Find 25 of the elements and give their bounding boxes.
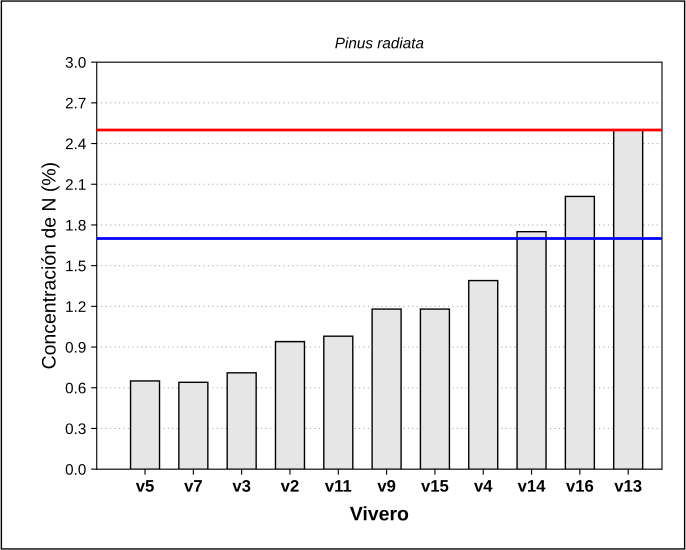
x-tick-label: v13 (614, 480, 642, 492)
y-tick-label: 3.0 (66, 57, 86, 68)
y-tick-label: 0.9 (66, 342, 86, 353)
x-tick-label: v3 (232, 480, 250, 492)
y-tick-label: 2.7 (66, 98, 86, 108)
x-tick-label: v5 (136, 480, 154, 492)
y-tick-label: 0.0 (66, 464, 86, 475)
x-tick-label: v16 (566, 480, 594, 492)
y-tick-label: 1.8 (66, 220, 86, 231)
x-tick-label: v4 (474, 480, 492, 492)
chart-title: Pinus radiata (335, 37, 424, 48)
x-tick-label: v7 (184, 480, 202, 492)
x-axis-title: Vivero (350, 506, 408, 520)
y-tick-label: 2.1 (66, 179, 86, 190)
x-tick-label: v15 (421, 480, 448, 492)
x-tick-label: v11 (324, 480, 352, 492)
x-tick-label: v2 (280, 480, 299, 492)
y-tick-label: 1.5 (66, 260, 86, 272)
x-tick-label: v9 (377, 480, 396, 492)
y-tick-label: 2.4 (66, 138, 86, 150)
y-axis-title: Concentración de N (%) (41, 163, 60, 368)
y-tick-label: 1.2 (66, 301, 86, 312)
x-tick-label: v14 (518, 480, 546, 492)
y-tick-label: 0.3 (66, 423, 86, 434)
y-tick-label: 0.6 (66, 382, 86, 394)
